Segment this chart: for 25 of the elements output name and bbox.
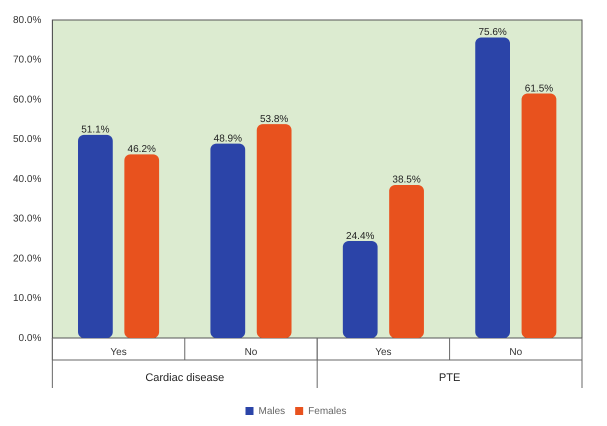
data-label: 46.2% xyxy=(128,144,156,156)
legend-label: Males xyxy=(258,406,286,417)
text: PTE xyxy=(438,372,460,384)
x-tick-label: No xyxy=(244,346,258,358)
x-tick-label: No xyxy=(509,346,523,358)
data-label: 24.4% xyxy=(346,230,374,242)
data-label: 75.6% xyxy=(478,27,507,38)
y-tick-label: 70.0% xyxy=(12,54,42,66)
y-tick-label: 50.0% xyxy=(12,134,42,145)
data-label: 53.8% xyxy=(260,114,288,125)
y-tick-label: 20.0% xyxy=(12,253,42,264)
x-tick-label: Yes xyxy=(375,346,392,358)
y-tick-label: 0.0% xyxy=(18,332,42,344)
data-label: 48.9% xyxy=(214,133,242,144)
y-tick-label: 40.0% xyxy=(12,174,42,185)
y-tick-label: 80.0% xyxy=(12,14,42,26)
legend-label: Females xyxy=(308,406,347,417)
data-label: 61.5% xyxy=(524,83,554,94)
y-tick-label: 10.0% xyxy=(12,293,42,304)
text: Cardiac disease xyxy=(145,372,224,384)
x-tick-label: Yes xyxy=(110,346,127,358)
y-tick-label: 60.0% xyxy=(12,94,42,106)
y-tick-label: 30.0% xyxy=(12,214,42,224)
data-label: 51.1% xyxy=(81,124,110,136)
data-label: 38.5% xyxy=(392,174,421,186)
